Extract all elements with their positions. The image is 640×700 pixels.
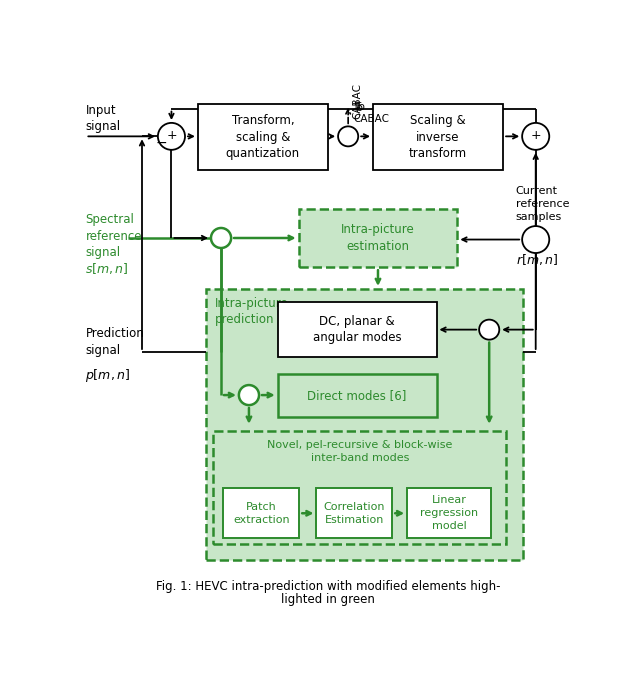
Text: Linear
regression
model: Linear regression model [420, 496, 478, 531]
Text: lighted in green: lighted in green [281, 594, 375, 606]
FancyBboxPatch shape [278, 374, 436, 416]
FancyBboxPatch shape [205, 289, 524, 560]
Text: Input
signal: Input signal [85, 104, 120, 134]
Text: $s[m,n]$: $s[m,n]$ [85, 261, 129, 277]
FancyBboxPatch shape [278, 302, 436, 357]
FancyBboxPatch shape [407, 489, 491, 538]
Text: Patch
extraction: Patch extraction [233, 502, 290, 525]
Circle shape [158, 123, 185, 150]
FancyBboxPatch shape [213, 430, 506, 545]
Text: Fig. 1: HEVC intra-prediction with modified elements high-: Fig. 1: HEVC intra-prediction with modif… [156, 580, 500, 592]
Text: −: − [156, 136, 167, 150]
Text: Scaling &
inverse
transform: Scaling & inverse transform [409, 114, 467, 160]
Text: $p[m,n]$: $p[m,n]$ [85, 367, 131, 384]
Text: To: To [352, 104, 363, 113]
Text: Transform,
scaling &
quantization: Transform, scaling & quantization [226, 114, 300, 160]
Text: +: + [531, 129, 541, 142]
Circle shape [522, 123, 549, 150]
FancyBboxPatch shape [373, 104, 503, 170]
Circle shape [239, 385, 259, 405]
Text: Current
reference
samples: Current reference samples [516, 186, 569, 222]
Circle shape [522, 226, 549, 253]
Circle shape [338, 126, 358, 146]
Text: To
CABAC: To CABAC [353, 102, 390, 124]
FancyBboxPatch shape [223, 489, 300, 538]
Text: Direct modes [6]: Direct modes [6] [307, 389, 407, 402]
Text: DC, planar &
angular modes: DC, planar & angular modes [313, 315, 401, 344]
Circle shape [479, 320, 499, 340]
Text: $r[m,n]$: $r[m,n]$ [516, 252, 558, 267]
FancyBboxPatch shape [316, 489, 392, 538]
Text: CABAC: CABAC [352, 83, 362, 119]
Text: Spectral
reference
signal: Spectral reference signal [85, 214, 142, 260]
Text: Intra-picture
estimation: Intra-picture estimation [341, 223, 415, 253]
FancyBboxPatch shape [198, 104, 328, 170]
Text: Correlation
Estimation: Correlation Estimation [324, 502, 385, 525]
Text: Prediction
signal: Prediction signal [85, 327, 144, 357]
Circle shape [211, 228, 231, 248]
Text: Novel, pel-recursive & block-wise
inter-band modes: Novel, pel-recursive & block-wise inter-… [267, 440, 452, 463]
FancyBboxPatch shape [298, 209, 458, 267]
Text: Intra-picture
prediction: Intra-picture prediction [215, 297, 289, 326]
Text: +: + [166, 129, 177, 142]
